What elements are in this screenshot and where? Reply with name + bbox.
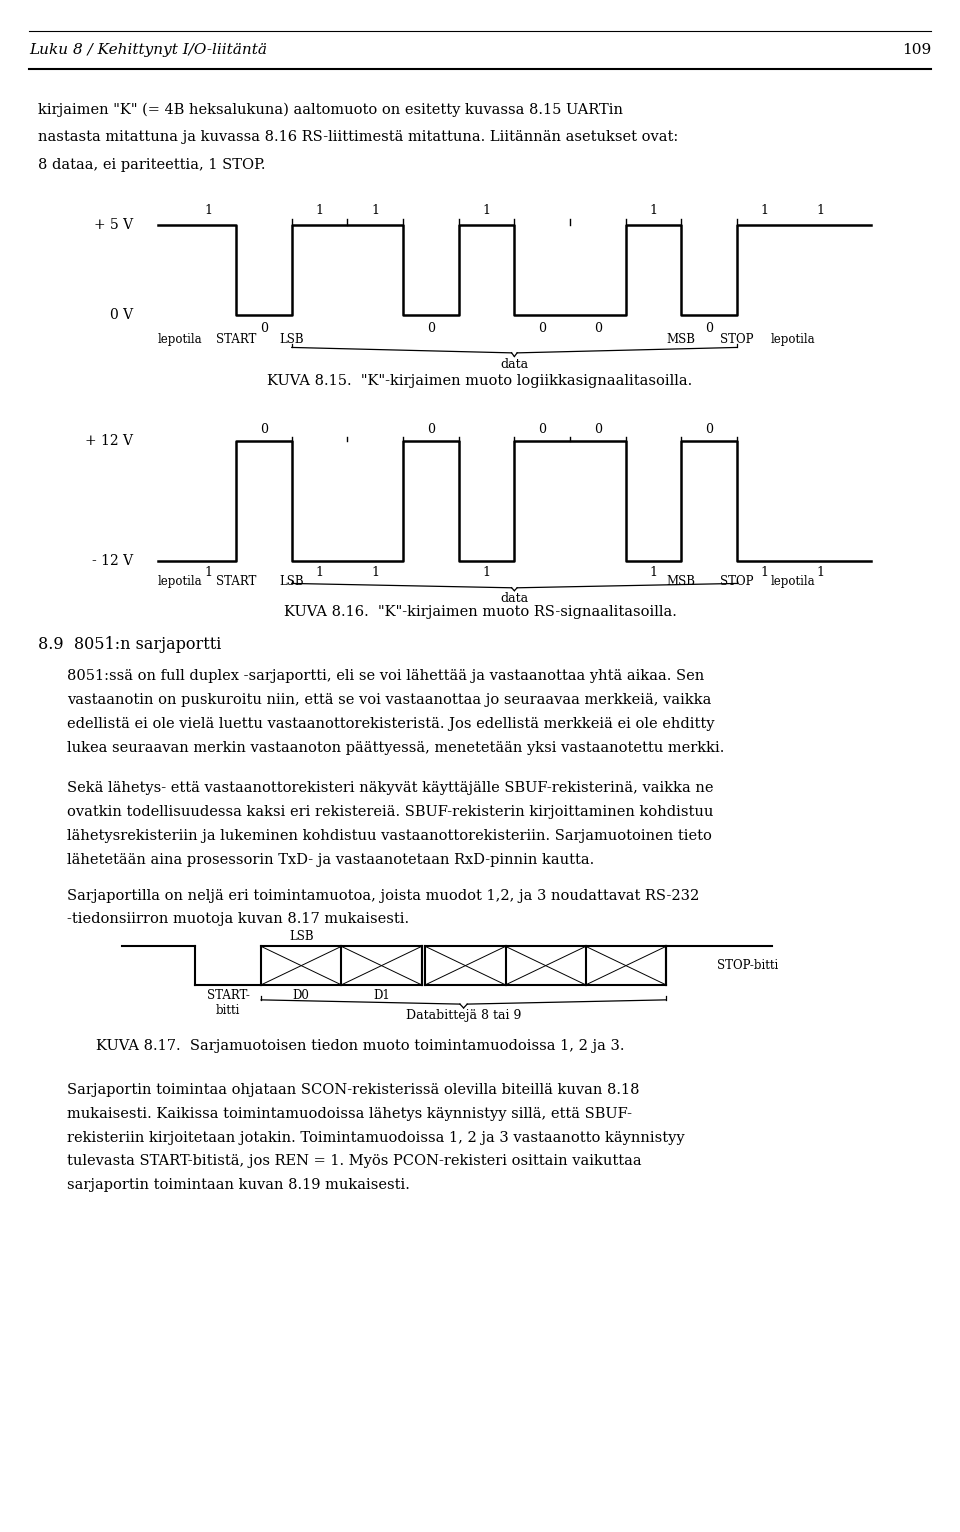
- Text: lähetysrekisteriin ja lukeminen kohdistuu vastaanottorekisteriin. Sarjamuotoinen: lähetysrekisteriin ja lukeminen kohdistu…: [67, 829, 712, 843]
- Text: + 12 V: + 12 V: [85, 434, 133, 447]
- Text: 1: 1: [372, 204, 379, 218]
- Text: edellistä ei ole vielä luettu vastaanottorekisteristä. Jos edellistä merkkeiä ei: edellistä ei ole vielä luettu vastaanott…: [67, 717, 714, 731]
- Text: 8 dataa, ei pariteettia, 1 STOP.: 8 dataa, ei pariteettia, 1 STOP.: [38, 158, 266, 172]
- Text: 1: 1: [372, 567, 379, 579]
- Text: 8051:ssä on full duplex -sarjaportti, eli se voi lähettää ja vastaanottaa yhtä a: 8051:ssä on full duplex -sarjaportti, el…: [67, 669, 705, 683]
- Text: 1: 1: [483, 567, 491, 579]
- Text: + 5 V: + 5 V: [94, 218, 133, 231]
- Text: nastasta mitattuna ja kuvassa 8.16 RS-liittimestä mitattuna. Liitännän asetukset: nastasta mitattuna ja kuvassa 8.16 RS-li…: [38, 130, 679, 144]
- Text: Sarjaportin toimintaa ohjataan SCON-rekisterissä olevilla biteillä kuvan 8.18: Sarjaportin toimintaa ohjataan SCON-reki…: [67, 1083, 639, 1097]
- Text: 1: 1: [650, 204, 658, 218]
- Text: kirjaimen "K" (= 4B heksalukuna) aaltomuoto on esitetty kuvassa 8.15 UARTin: kirjaimen "K" (= 4B heksalukuna) aaltomu…: [38, 103, 623, 116]
- Text: rekisteriin kirjoitetaan jotakin. Toimintamuodoissa 1, 2 ja 3 vastaanotto käynni: rekisteriin kirjoitetaan jotakin. Toimin…: [67, 1131, 684, 1144]
- Text: 0: 0: [594, 423, 602, 437]
- Text: 0 V: 0 V: [110, 308, 133, 322]
- Text: 0: 0: [539, 423, 546, 437]
- Text: 0: 0: [427, 423, 435, 437]
- Text: vastaanotin on puskuroitu niin, että se voi vastaanottaa jo seuraavaa merkkeiä, : vastaanotin on puskuroitu niin, että se …: [67, 692, 711, 708]
- Text: LSB: LSB: [279, 574, 304, 588]
- Text: mukaisesti. Kaikissa toimintamuodoissa lähetys käynnistyy sillä, että SBUF-: mukaisesti. Kaikissa toimintamuodoissa l…: [67, 1106, 633, 1121]
- Text: Luku 8 / Kehittynyt I/O-liitäntä: Luku 8 / Kehittynyt I/O-liitäntä: [29, 43, 267, 57]
- Text: KUVA 8.16.  "K"-kirjaimen muoto RS-signaalitasoilla.: KUVA 8.16. "K"-kirjaimen muoto RS-signaa…: [283, 605, 677, 619]
- Text: MSB: MSB: [667, 332, 696, 346]
- Text: START: START: [216, 332, 256, 346]
- Text: D1: D1: [373, 988, 390, 1002]
- Text: Databittejä 8 tai 9: Databittejä 8 tai 9: [406, 1010, 521, 1022]
- Text: STOP: STOP: [720, 332, 754, 346]
- Text: lepotila: lepotila: [158, 332, 203, 346]
- Text: 0: 0: [260, 423, 268, 437]
- Text: tulevasta START-bitistä, jos REN = 1. Myös PCON-rekisteri osittain vaikuttaa: tulevasta START-bitistä, jos REN = 1. My…: [67, 1155, 642, 1169]
- Text: 1: 1: [650, 567, 658, 579]
- Text: lukea seuraavan merkin vastaanoton päättyessä, menetetään yksi vastaanotettu mer: lukea seuraavan merkin vastaanoton päätt…: [67, 741, 725, 755]
- Text: lähetetään aina prosessorin TxD- ja vastaanotetaan RxD-pinnin kautta.: lähetetään aina prosessorin TxD- ja vast…: [67, 852, 594, 867]
- Text: 0: 0: [706, 423, 713, 437]
- Text: LSB: LSB: [289, 930, 314, 944]
- Text: ovatkin todellisuudessa kaksi eri rekistereiä. SBUF-rekisterin kirjoittaminen ko: ovatkin todellisuudessa kaksi eri rekist…: [67, 806, 713, 820]
- Text: 1: 1: [761, 204, 769, 218]
- Text: 8.9  8051:n sarjaportti: 8.9 8051:n sarjaportti: [38, 636, 222, 653]
- Text: 0: 0: [594, 322, 602, 336]
- Text: lepotila: lepotila: [770, 332, 815, 346]
- Text: -tiedonsiirron muotoja kuvan 8.17 mukaisesti.: -tiedonsiirron muotoja kuvan 8.17 mukais…: [67, 913, 409, 927]
- Text: sarjaportin toimintaan kuvan 8.19 mukaisesti.: sarjaportin toimintaan kuvan 8.19 mukais…: [67, 1178, 410, 1192]
- Text: START: START: [216, 574, 256, 588]
- Text: 0: 0: [427, 322, 435, 336]
- Text: 109: 109: [902, 43, 931, 57]
- Text: 1: 1: [816, 567, 825, 579]
- Text: 0: 0: [260, 322, 268, 336]
- Text: LSB: LSB: [279, 332, 304, 346]
- Text: MSB: MSB: [667, 574, 696, 588]
- Text: 1: 1: [316, 204, 324, 218]
- Text: STOP: STOP: [720, 574, 754, 588]
- Text: data: data: [500, 358, 528, 371]
- Text: 1: 1: [483, 204, 491, 218]
- Text: 1: 1: [204, 204, 212, 218]
- Text: lepotila: lepotila: [770, 574, 815, 588]
- Text: 1: 1: [204, 567, 212, 579]
- Text: 1: 1: [316, 567, 324, 579]
- Text: D0: D0: [293, 988, 310, 1002]
- Text: data: data: [500, 591, 528, 605]
- Text: Sekä lähetys- että vastaanottorekisteri näkyvät käyttäjälle SBUF-rekisterinä, va: Sekä lähetys- että vastaanottorekisteri …: [67, 781, 713, 795]
- Text: KUVA 8.15.  "K"-kirjaimen muoto logiikkasignaalitasoilla.: KUVA 8.15. "K"-kirjaimen muoto logiikkas…: [268, 374, 692, 388]
- Text: START-
bitti: START- bitti: [206, 988, 250, 1017]
- Text: STOP-bitti: STOP-bitti: [717, 959, 779, 973]
- Text: 1: 1: [761, 567, 769, 579]
- Text: 0: 0: [706, 322, 713, 336]
- Text: 0: 0: [539, 322, 546, 336]
- Text: KUVA 8.17.  Sarjamuotoisen tiedon muoto toimintamuodoissa 1, 2 ja 3.: KUVA 8.17. Sarjamuotoisen tiedon muoto t…: [96, 1039, 625, 1052]
- Text: lepotila: lepotila: [158, 574, 203, 588]
- Text: Sarjaportilla on neljä eri toimintamuotoa, joista muodot 1,2, ja 3 noudattavat R: Sarjaportilla on neljä eri toimintamuoto…: [67, 889, 700, 902]
- Text: 1: 1: [816, 204, 825, 218]
- Text: - 12 V: - 12 V: [92, 555, 133, 568]
